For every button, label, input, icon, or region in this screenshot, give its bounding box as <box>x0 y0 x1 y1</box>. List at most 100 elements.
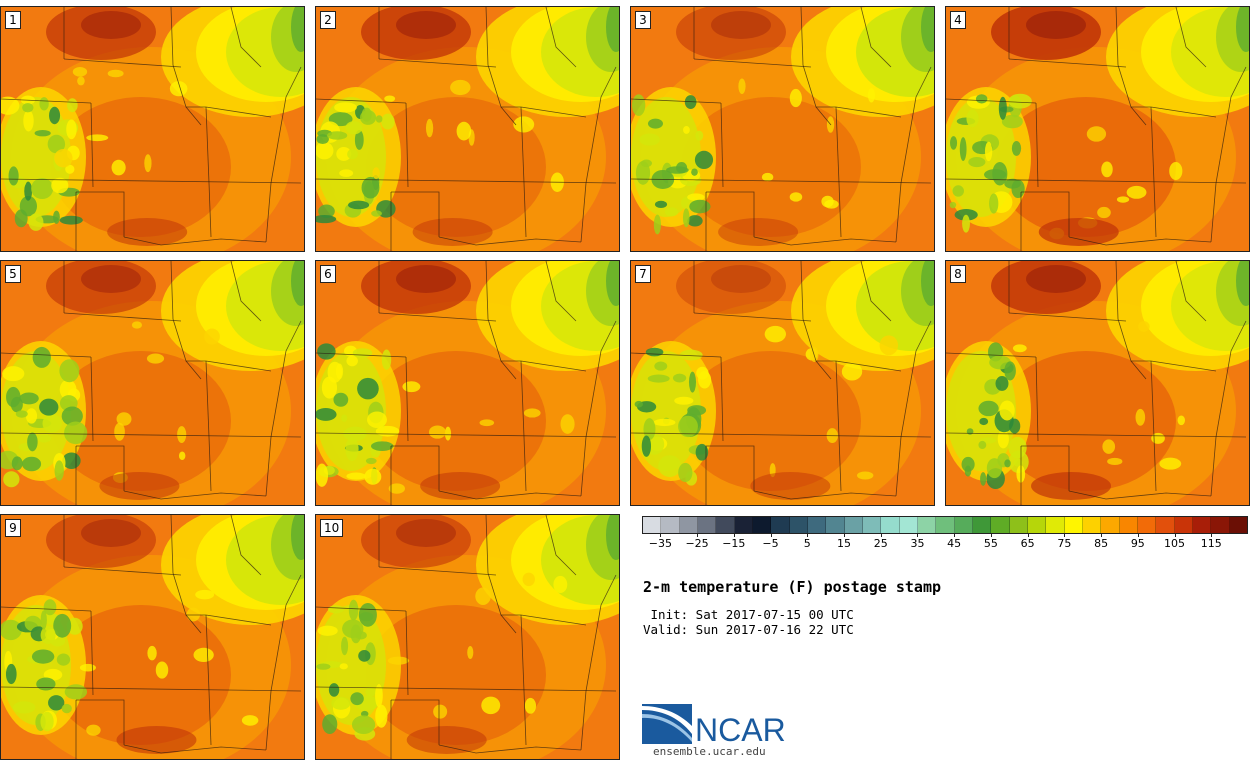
temperature-region <box>37 434 52 443</box>
state-boundary <box>838 436 842 492</box>
state-boundary <box>405 610 409 696</box>
state-boundary <box>946 98 1037 104</box>
temperature-region <box>695 443 709 461</box>
colorbar-swatch <box>936 517 955 533</box>
state-boundary <box>720 356 724 442</box>
temperature-region <box>339 663 348 670</box>
colorbar-swatch <box>1174 517 1193 533</box>
state-boundary <box>1150 106 1155 184</box>
state-boundary <box>230 261 262 322</box>
colorbar-tick <box>1064 533 1066 537</box>
colorbar-swatch <box>734 517 753 533</box>
temperature-region <box>856 471 874 480</box>
state-boundary <box>545 515 577 576</box>
temperature-field <box>946 261 1249 505</box>
state-boundary <box>438 744 582 754</box>
temperature-region <box>72 66 88 77</box>
temperature-region <box>291 515 304 560</box>
temperature-region <box>241 715 259 726</box>
temperature-region <box>51 177 69 194</box>
temperature-region <box>1031 472 1112 500</box>
temperature-region <box>54 460 64 481</box>
temperature-region <box>946 97 1016 217</box>
temperature-region <box>193 647 214 663</box>
state-boundary <box>545 261 577 322</box>
temperature-region <box>341 414 348 422</box>
state-boundary <box>205 360 210 438</box>
temperature-field <box>631 7 934 251</box>
temperature-region <box>996 97 1176 237</box>
temperature-region <box>350 692 364 706</box>
state-boundary <box>720 102 724 188</box>
temperature-region <box>989 193 999 214</box>
state-boundary <box>520 106 587 118</box>
temperature-region <box>86 134 109 142</box>
temperature-region <box>1026 265 1086 293</box>
colorbar-swatch <box>1101 517 1120 533</box>
state-boundary <box>900 320 932 438</box>
temperature-region <box>1126 185 1147 199</box>
temperature-region <box>998 96 1007 120</box>
temperature-region <box>147 645 157 661</box>
temperature-region <box>6 386 21 408</box>
temperature-region <box>333 392 349 407</box>
temperature-region <box>116 412 132 426</box>
temperature-region <box>21 456 42 472</box>
temperature-region <box>316 214 337 224</box>
temperature-field <box>316 261 619 505</box>
temperature-region <box>11 456 23 471</box>
temperature-region <box>921 7 934 52</box>
temperature-region <box>681 351 861 491</box>
state-boundary <box>265 182 272 243</box>
temperature-field <box>316 7 619 251</box>
temperature-region <box>146 353 165 364</box>
temperature-region <box>606 515 619 560</box>
colorbar-swatch <box>716 517 735 533</box>
temperature-region <box>396 11 456 39</box>
state-boundary <box>815 106 832 126</box>
temperature-region <box>341 636 349 656</box>
temperature-region <box>39 398 59 416</box>
temperature-region <box>683 126 690 134</box>
temperature-region <box>66 119 77 140</box>
temperature-region <box>522 572 535 587</box>
colorbar-swatch <box>826 517 845 533</box>
state-boundary <box>208 690 212 746</box>
temperature-region <box>396 519 456 547</box>
temperature-field <box>946 7 1249 251</box>
temperature-region <box>352 348 373 358</box>
temperature-region <box>962 214 970 233</box>
state-boundary <box>1 352 92 358</box>
temperature-region <box>1001 114 1023 129</box>
temperature-region <box>995 376 1009 391</box>
temperature-region <box>81 519 141 547</box>
temperature-region <box>40 610 47 630</box>
temperature-region <box>375 684 383 708</box>
state-boundary <box>1153 182 1157 238</box>
temperature-region <box>1038 218 1119 246</box>
temperature-region <box>361 107 372 122</box>
temperature-region <box>647 374 670 383</box>
state-boundary <box>1215 66 1247 184</box>
temperature-region <box>31 178 54 200</box>
state-boundary <box>520 360 587 372</box>
state-boundary <box>1068 236 1212 246</box>
ensemble-member-map-10: 10 <box>315 514 620 760</box>
temperature-region <box>345 121 363 135</box>
colorbar-tick-label: 105 <box>1164 537 1186 550</box>
temperature-region <box>291 261 304 306</box>
state-boundary <box>523 690 527 746</box>
state-boundary <box>800 7 836 108</box>
colorbar-tick-label: 75 <box>1057 537 1072 550</box>
temperature-region <box>366 605 546 745</box>
temperature-region <box>51 97 231 237</box>
state-boundary <box>545 7 577 68</box>
state-boundary <box>631 98 722 104</box>
temperature-region <box>59 359 80 383</box>
colorbar-tick-label: 85 <box>1094 537 1109 550</box>
temperature-region <box>921 261 934 306</box>
ensemble-member-map-7: 7 <box>630 260 935 506</box>
ensemble-member-map-4: 4 <box>945 6 1250 252</box>
temperature-region <box>51 351 231 491</box>
temperature-region <box>48 695 65 711</box>
